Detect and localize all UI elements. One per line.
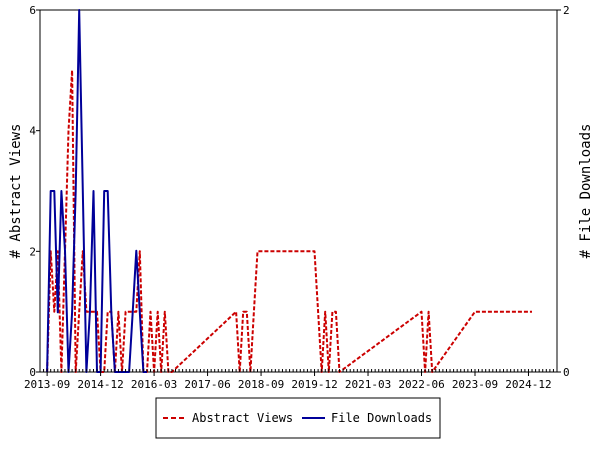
y-left-tick-label: 2 — [29, 245, 36, 258]
x-tick-label: 2021-03 — [345, 378, 391, 391]
legend-box — [155, 397, 441, 439]
y-left-tick-label: 6 — [29, 4, 36, 17]
y-right-tick-label: 2 — [563, 4, 570, 17]
y-left-tick-label: 4 — [29, 125, 36, 138]
plot-frame — [39, 9, 558, 373]
legend-label-file-downloads: File Downloads — [331, 411, 432, 425]
x-tick-label: 2018-09 — [238, 378, 284, 391]
x-tick-label: 2022-06 — [398, 378, 444, 391]
series-line-abstract-views — [46, 69, 532, 373]
x-tick-label: 2014-12 — [77, 378, 123, 391]
y-left-tick-label: 0 — [29, 366, 36, 379]
x-tick-label: 2019-12 — [291, 378, 337, 391]
legend-label-abstract-views: Abstract Views — [192, 411, 293, 425]
y-axis-right: 02 — [557, 4, 570, 379]
x-tick-label: 2016-03 — [131, 378, 177, 391]
plot-area — [39, 9, 558, 373]
x-tick-label: 2023-09 — [452, 378, 498, 391]
x-tick-label: 2017-06 — [184, 378, 230, 391]
y-axis-right-title: # File Downloads — [578, 124, 594, 259]
series-layer — [46, 9, 532, 373]
x-tick-label: 2024-12 — [505, 378, 551, 391]
x-axis: 2013-09 2014-12 2016-03 2017-06 2018-09 2019-… — [24, 369, 558, 391]
y-axis-left-title: # Abstract Views — [8, 124, 24, 259]
legend: Abstract Views File Downloads — [155, 397, 441, 439]
y-right-tick-label: 0 — [563, 366, 570, 379]
x-tick-label: 2013-09 — [24, 378, 70, 391]
y-axis-left: 0 2 4 6 — [29, 4, 40, 379]
